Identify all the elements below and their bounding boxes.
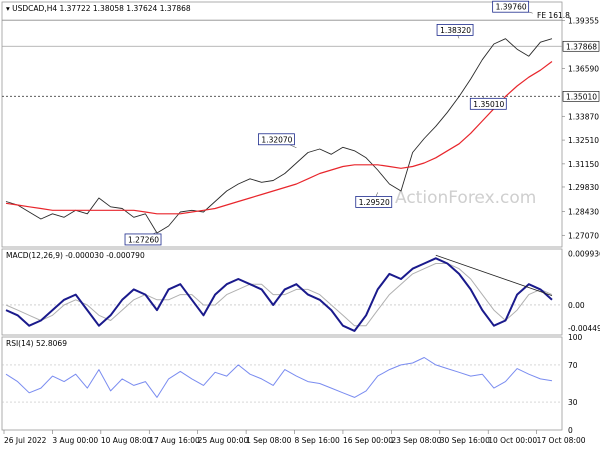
macd-y-tick-label: 0.009936 [568, 249, 600, 258]
macd-divergence-trendline [435, 254, 553, 297]
price-pane-title: ▾ USDCAD,H4 1.37722 1.38058 1.37624 1.37… [6, 4, 191, 13]
sma-line [5, 61, 553, 215]
annotation-label: 1.27260 [128, 235, 159, 244]
support-level-tag [562, 91, 600, 102]
rsi-y-tick-label: 70 [568, 361, 578, 370]
annotation-box [469, 97, 507, 110]
x-axis-label: 10 Oct 00:00 [488, 436, 537, 445]
macd-y-tick-label: 0.00 [568, 301, 585, 310]
price-y-tick-label: 1.33870 [568, 112, 599, 121]
price-y-tick-label: 1.31150 [568, 160, 599, 169]
rsi-y-tick-label: 100 [568, 333, 583, 342]
x-axis-label: 1 Sep 08:00 [246, 436, 292, 445]
macd-y-tick-label: -0.004492 [568, 324, 600, 333]
rsi-line [5, 357, 553, 398]
x-axis-label: 10 Aug 08:00 [101, 436, 152, 445]
watermark-text: ActionForex.com [395, 188, 536, 208]
x-axis-label: 25 Aug 00:00 [198, 436, 249, 445]
annotation-box [124, 233, 162, 246]
x-axis-label: 26 Jul 2022 [4, 436, 47, 445]
x-axis-label: 16 Sep 00:00 [343, 436, 393, 445]
rsi-y-tick-label: 0 [568, 426, 573, 435]
macd-line [5, 257, 553, 332]
price-y-tick-label: 1.32510 [568, 136, 599, 145]
x-axis-label: 30 Sep 16:00 [440, 436, 490, 445]
annotation-box [436, 23, 474, 36]
x-axis-label: 17 Oct 08:00 [537, 436, 586, 445]
x-axis-label: 23 Sep 08:00 [391, 436, 441, 445]
x-axis-label: 3 Aug 00:00 [52, 436, 98, 445]
annotation-box [258, 133, 295, 146]
macd-pane-title: MACD(12,26,9) -0.000030 -0.000790 [6, 251, 145, 260]
price-y-tick-label: 1.39355 [568, 16, 599, 25]
annotation-label: 1.29520 [359, 198, 390, 207]
macd-signal-line [5, 263, 553, 327]
annotation-label: 1.32070 [261, 135, 292, 144]
annotation-label: 1.39760 [496, 3, 527, 12]
price-y-tick-label: 1.27070 [568, 231, 599, 240]
current-price-tag-label: 1.37868 [566, 42, 597, 51]
price-y-tick-label: 1.36590 [568, 65, 599, 74]
x-axis-label: 17 Aug 16:00 [149, 436, 200, 445]
x-axis-label: 8 Sep 16:00 [295, 436, 341, 445]
price-series-line [5, 38, 553, 234]
rsi-pane-frame [1, 336, 563, 431]
rsi-pane-title: RSI(14) 52.8069 [6, 339, 67, 348]
support-level-tag-label: 1.35010 [566, 92, 597, 101]
fe-161-8-label: FE 161.8 [537, 11, 570, 20]
annotation-box [355, 195, 393, 208]
current-price-tag [562, 40, 600, 52]
rsi-y-tick-label: 30 [568, 398, 578, 407]
annotation-label: 1.35010 [473, 100, 504, 109]
price-y-tick-label: 1.28430 [568, 207, 599, 216]
price-y-tick-label: 1.29830 [568, 183, 599, 192]
price-pane-frame [1, 1, 563, 248]
annotation-box [492, 0, 530, 13]
annotation-label: 1.38320 [440, 26, 471, 35]
